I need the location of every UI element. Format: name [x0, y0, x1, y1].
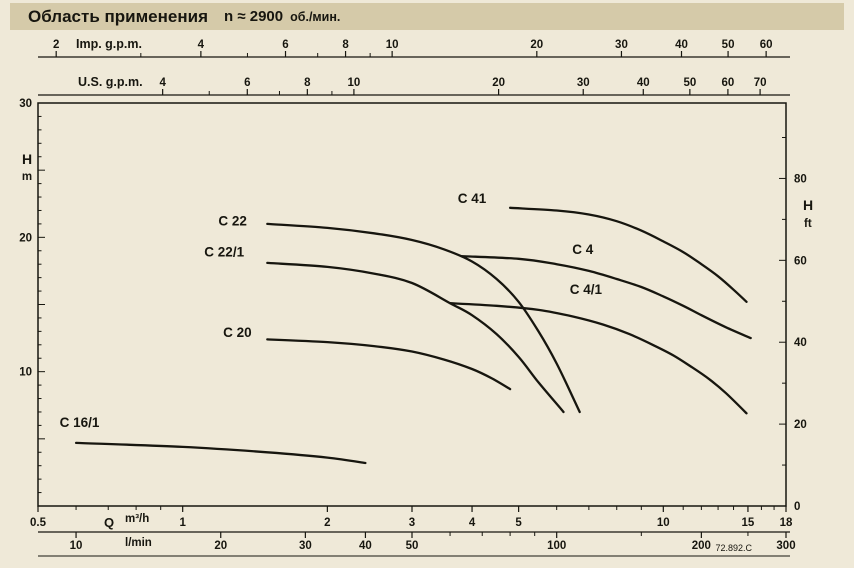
tick-label: 100 — [547, 540, 566, 552]
right-axis-title: H — [803, 197, 813, 213]
tick-label: 40 — [675, 39, 688, 51]
tick-label: 10 — [657, 517, 670, 529]
tick-label: 30 — [299, 540, 312, 552]
speed-value: n ≈ 2900 — [224, 8, 284, 25]
tick-label: 50 — [406, 540, 419, 552]
pump-curves: C 41 C 4 C 4/1 C 22 C 22/1 C 20 C 16/1 — [60, 191, 752, 465]
tick-label: 10 — [19, 367, 32, 379]
tick-label: 40 — [794, 337, 807, 349]
tick-label: 4 — [198, 39, 205, 51]
axis-h-m: 10 20 30 Hm — [19, 98, 45, 494]
tick-label: 8 — [342, 39, 349, 51]
tick-label: 1 — [179, 517, 186, 529]
page-title: Область применения — [28, 6, 209, 26]
curve-label-c-20: C 20 — [223, 325, 252, 340]
curve-c-4 — [460, 254, 752, 340]
tick-label: 10 — [348, 77, 361, 89]
speed-unit: об./мин. — [290, 9, 341, 24]
tick-label: 80 — [794, 173, 807, 185]
title-bar: Область применения n ≈ 2900 об./мин. — [10, 3, 844, 30]
tick-label: 300 — [776, 540, 795, 552]
tick-label: 50 — [722, 39, 735, 51]
curve-label-c-41: C 41 — [458, 191, 487, 206]
curve-c-41 — [508, 206, 748, 303]
tick-label: 20 — [794, 419, 807, 431]
curve-label-c-4: C 4 — [572, 242, 594, 257]
left-axis-title: H — [22, 151, 32, 167]
tick-label: 60 — [794, 255, 807, 267]
tick-label: 40 — [359, 540, 372, 552]
curve-c-22 — [266, 222, 581, 414]
tick-label: 50 — [683, 77, 696, 89]
tick-label: 40 — [637, 77, 650, 89]
right-axis-unit: ft — [804, 218, 812, 230]
tick-label: 30 — [615, 39, 628, 51]
curve-c-20 — [266, 338, 512, 391]
curve-c-22-1 — [266, 261, 565, 414]
axis-us-gpm-title: U.S. g.p.m. — [78, 75, 143, 89]
tick-label: 30 — [577, 77, 590, 89]
curve-label-c-22-1: C 22/1 — [204, 245, 244, 260]
tick-label: 18 — [780, 517, 793, 529]
tick-label: 60 — [722, 77, 735, 89]
tick-label: 10 — [386, 39, 399, 51]
tick-label: 6 — [282, 39, 288, 51]
q-axis-label: Q — [104, 515, 114, 530]
curve-label-c-4-1: C 4/1 — [570, 282, 603, 297]
tick-label: 15 — [742, 517, 755, 529]
left-axis-unit: m — [22, 171, 32, 183]
axis-h-ft: 0 20 40 60 80 Hft — [779, 136, 813, 513]
tick-label: 20 — [492, 77, 505, 89]
tick-label: 60 — [760, 39, 773, 51]
tick-label: 3 — [409, 517, 415, 529]
tick-label: 8 — [304, 77, 311, 89]
tick-label: 0 — [794, 501, 800, 513]
axis-lmin: 10 20 30 40 50 100 200 300 — [38, 531, 796, 552]
axis-m3h: 0.5 1 2 3 4 5 10 15 18 Q m³/h l/min — [30, 506, 793, 549]
m3h-unit-label: m³/h — [125, 513, 149, 525]
tick-label: 4 — [469, 517, 476, 529]
tick-label: 30 — [19, 98, 32, 110]
tick-label: 2 — [324, 517, 330, 529]
tick-label: 5 — [515, 517, 522, 529]
curve-c-4-1 — [448, 302, 748, 415]
tick-label: 6 — [244, 77, 250, 89]
lmin-unit-label: l/min — [125, 537, 152, 549]
tick-label: 200 — [692, 540, 711, 552]
tick-label: 20 — [214, 540, 227, 552]
tick-label: 20 — [19, 232, 32, 244]
curve-label-c-16-1: C 16/1 — [60, 415, 100, 430]
tick-label: 2 — [53, 39, 59, 51]
curve-label-c-22: C 22 — [218, 214, 247, 229]
doc-ref: 72.892.C — [715, 543, 752, 553]
axis-us-gpm: 4 6 8 10 20 30 40 50 60 70 U.S. g.p.m. — [38, 75, 790, 96]
axis-imp-gpm: 2 4 6 8 10 20 30 40 50 60 Imp. g.p.m. — [38, 37, 790, 58]
tick-label: 70 — [754, 77, 767, 89]
tick-label: 0.5 — [30, 517, 47, 529]
tick-label: 10 — [70, 540, 83, 552]
tick-label: 20 — [530, 39, 543, 51]
axis-imp-gpm-title: Imp. g.p.m. — [76, 37, 142, 51]
tick-label: 4 — [159, 77, 166, 89]
curve-c-16-1 — [74, 441, 367, 465]
